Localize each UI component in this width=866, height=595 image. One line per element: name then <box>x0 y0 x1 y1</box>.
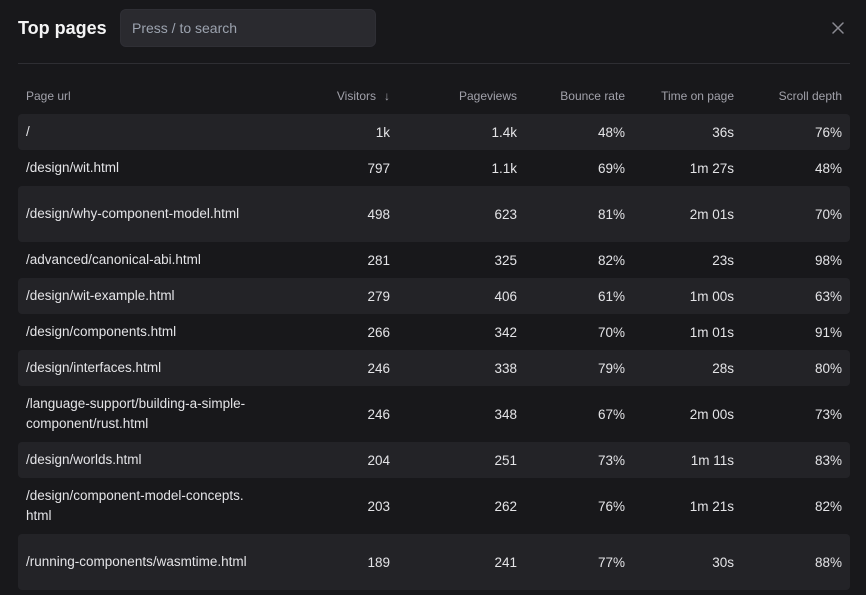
cell-pageviews: 1.4k <box>491 124 517 140</box>
cell-bounce-rate: 67% <box>597 406 625 422</box>
cell-bounce-rate: 61% <box>597 288 625 304</box>
cell-time-on-page: 36s <box>712 124 734 140</box>
search-input[interactable] <box>120 9 376 47</box>
cell-scroll-depth: 48% <box>814 160 842 176</box>
header-divider <box>18 63 850 64</box>
cell-visitors: 246 <box>367 360 390 376</box>
table-row[interactable]: /design/why-component-model.html 498 623 81… <box>18 186 850 242</box>
table-row[interactable]: / 1k 1.4k 48% 36s 76% <box>18 114 850 150</box>
column-header-time-on-page[interactable]: Time on page <box>661 89 734 103</box>
cell-visitors: 279 <box>367 288 390 304</box>
cell-visitors: 1k <box>375 124 390 140</box>
close-icon <box>832 22 844 34</box>
cell-scroll-depth: 76% <box>814 124 842 140</box>
cell-time-on-page: 28s <box>712 360 734 376</box>
table-row[interactable]: /design/component-model-concepts.html 203… <box>18 478 850 534</box>
cell-pageviews: 348 <box>494 406 517 422</box>
cell-pageviews: 241 <box>494 554 517 570</box>
column-header-pageviews[interactable]: Pageviews <box>458 89 517 103</box>
cell-scroll-depth: 73% <box>814 406 842 422</box>
cell-bounce-rate: 70% <box>597 324 625 340</box>
cell-bounce-rate: 82% <box>597 252 625 268</box>
cell-pageviews: 1.1k <box>491 160 517 176</box>
cell-time-on-page: 2m 00s <box>689 406 734 422</box>
cell-time-on-page: 2m 01s <box>689 206 734 222</box>
column-header-page-url[interactable]: Page url <box>26 89 71 103</box>
cell-time-on-page: 30s <box>712 554 734 570</box>
cell-visitors: 204 <box>367 452 390 468</box>
cell-visitors: 246 <box>367 406 390 422</box>
cell-scroll-depth: 83% <box>814 452 842 468</box>
table-row[interactable]: /design/wit-example.html 279 406 61% 1m 00s 6… <box>18 278 850 314</box>
cell-pageviews: 251 <box>494 452 517 468</box>
cell-scroll-depth: 82% <box>814 498 842 514</box>
cell-pageviews: 325 <box>494 252 517 268</box>
cell-scroll-depth: 80% <box>814 360 842 376</box>
cell-bounce-rate: 73% <box>597 452 625 468</box>
cell-page-url[interactable]: /running-components/wasmtime.html <box>26 554 247 569</box>
cell-page-url[interactable]: /design/wit-example.html <box>26 288 175 303</box>
cell-bounce-rate: 79% <box>597 360 625 376</box>
cell-pageviews: 342 <box>494 324 517 340</box>
cell-pageviews: 406 <box>494 288 517 304</box>
cell-visitors: 797 <box>367 160 390 176</box>
cell-page-url[interactable]: /design/wit.html <box>26 160 120 175</box>
cell-page-url[interactable]: / <box>26 124 30 139</box>
table-row[interactable]: /design/components.html 266 342 70% 1m 01s 91… <box>18 314 850 350</box>
modal-header: Top pages <box>18 9 848 47</box>
column-header-visitors-label: Visitors <box>336 89 376 103</box>
cell-bounce-rate: 69% <box>597 160 625 176</box>
cell-page-url[interactable]: /design/components.html <box>26 324 177 339</box>
cell-pageviews: 262 <box>494 498 517 514</box>
cell-page-url[interactable]: /advanced/canonical-abi.html <box>26 252 201 267</box>
cell-scroll-depth: 70% <box>814 206 842 222</box>
cell-time-on-page: 1m 00s <box>689 288 734 304</box>
cell-bounce-rate: 76% <box>597 498 625 514</box>
cell-time-on-page: 1m 11s <box>690 452 734 468</box>
cell-bounce-rate: 81% <box>597 206 625 222</box>
table-row[interactable]: /advanced/canonical-abi.html 281 325 82% 23s… <box>18 242 850 278</box>
cell-page-url[interactable]: /design/interfaces.html <box>26 360 162 375</box>
cell-bounce-rate: 77% <box>597 554 625 570</box>
column-header-bounce-rate[interactable]: Bounce rate <box>560 89 625 103</box>
cell-scroll-depth: 91% <box>814 324 842 340</box>
modal-title: Top pages <box>18 17 107 38</box>
cell-visitors: 498 <box>367 206 390 222</box>
table-body: / 1k 1.4k 48% 36s 76% /design/wit.html 797 1.1k 6… <box>18 114 850 590</box>
cell-visitors: 281 <box>367 252 390 268</box>
cell-page-url[interactable]: /design/component-model-concepts.html <box>26 488 244 523</box>
column-header-visitors[interactable]: Visitors ↓ <box>248 89 390 103</box>
cell-time-on-page: 1m 21s <box>689 498 734 514</box>
sort-desc-icon: ↓ <box>384 89 390 103</box>
table-row[interactable]: /running-components/wasmtime.html 189 241 7… <box>18 534 850 590</box>
cell-time-on-page: 1m 27s <box>689 160 734 176</box>
cell-visitors: 203 <box>367 498 390 514</box>
table-row[interactable]: /design/wit.html 797 1.1k 69% 1m 27s 48% <box>18 150 850 186</box>
cell-scroll-depth: 98% <box>814 252 842 268</box>
cell-page-url[interactable]: /language-support/building-a-simple-comp… <box>26 396 246 431</box>
cell-bounce-rate: 48% <box>597 124 625 140</box>
cell-pageviews: 623 <box>494 206 517 222</box>
cell-page-url[interactable]: /design/worlds.html <box>26 452 142 467</box>
cell-scroll-depth: 88% <box>814 554 842 570</box>
cell-time-on-page: 23s <box>712 252 734 268</box>
table-header: Page url Visitors ↓ Pageviews Bounce rate… <box>18 78 850 114</box>
cell-time-on-page: 1m 01s <box>689 324 734 340</box>
cell-visitors: 266 <box>367 324 390 340</box>
table-row[interactable]: /design/worlds.html 204 251 73% 1m 11s 83% <box>18 442 850 478</box>
close-button[interactable] <box>828 18 848 38</box>
table-row[interactable]: /design/interfaces.html 246 338 79% 28s 80% <box>18 350 850 386</box>
cell-pageviews: 338 <box>494 360 517 376</box>
cell-page-url[interactable]: /design/why-component-model.html <box>26 206 240 221</box>
cell-scroll-depth: 63% <box>814 288 842 304</box>
cell-visitors: 189 <box>367 554 390 570</box>
column-header-scroll-depth[interactable]: Scroll depth <box>778 89 842 103</box>
table-row[interactable]: /language-support/building-a-simple-comp… <box>18 386 850 442</box>
top-pages-table: Page url Visitors ↓ Pageviews Bounce rate… <box>18 78 850 590</box>
